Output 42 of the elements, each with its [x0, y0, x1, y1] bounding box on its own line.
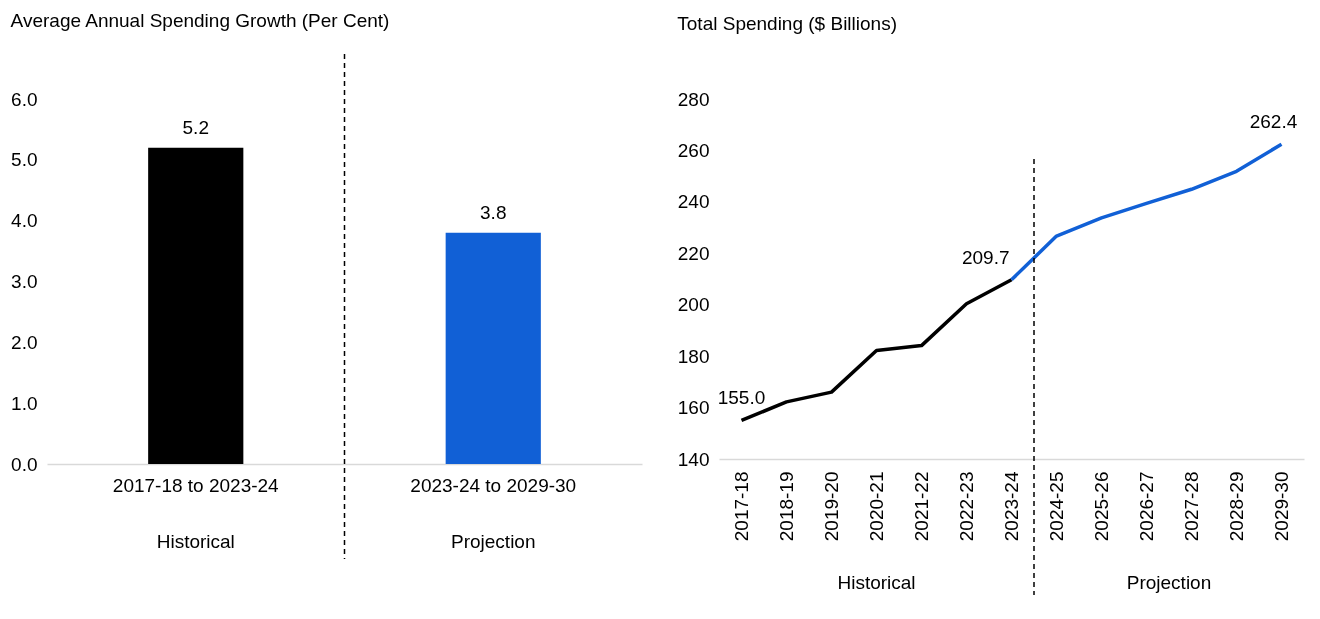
data-label: 3.8: [480, 201, 507, 223]
x-tick-label: 2026-27: [1136, 471, 1157, 542]
data-label: 5.2: [182, 116, 209, 138]
y-tick-label: 6.0: [11, 88, 38, 110]
y-tick-label: 3.0: [11, 271, 38, 292]
x-tick-label: 2025-26: [1091, 471, 1112, 542]
x-tick-label: 2017-18: [731, 471, 752, 542]
data-label: 262.4: [1249, 111, 1298, 133]
x-tick-label: 2027-28: [1181, 471, 1202, 542]
y-tick-label: 180: [677, 345, 710, 367]
x-tick-label: 2022-23: [956, 471, 977, 542]
x-tick-label: 2021-22: [911, 471, 932, 542]
text: Historical: [156, 531, 235, 552]
x-tick-label: 2018-19: [776, 471, 797, 542]
y-tick-label: 140: [677, 448, 710, 470]
x-tick-label: 2024-25: [1046, 471, 1067, 542]
x-tick-label: 2020-21: [866, 471, 887, 542]
y-tick-label: 0.0: [11, 453, 38, 475]
x-tick-label: 2017-18 to 2023-24: [112, 474, 280, 496]
data-label: 209.7: [961, 246, 1010, 268]
line-series: [1009, 142, 1284, 282]
x-tick-label: 2028-29: [1226, 471, 1247, 542]
y-tick-label: 200: [677, 294, 710, 316]
y-tick-label: 1.0: [11, 392, 38, 414]
y-tick-label: 220: [677, 242, 710, 264]
y-tick-label: 240: [677, 191, 710, 213]
x-tick-label: 2019-20: [821, 471, 842, 542]
chart-title: Total Spending ($ Billions): [677, 13, 897, 34]
y-tick-label: 260: [677, 139, 710, 161]
y-tick-label: 4.0: [11, 210, 38, 232]
chart-title: Average Annual Spending Growth (Per Cent): [10, 10, 390, 32]
text: Historical: [837, 572, 916, 593]
text: Projection: [451, 531, 536, 552]
x-tick-label: 2023-24: [1001, 471, 1022, 542]
y-tick-label: 2.0: [11, 331, 38, 353]
y-tick-label: 160: [677, 397, 710, 419]
x-tick-label: 2023-24 to 2029-30: [410, 474, 577, 496]
y-tick-label: 280: [677, 88, 710, 110]
y-tick-label: 5.0: [11, 149, 38, 171]
data-label: 155.0: [717, 387, 766, 409]
x-tick-label: 2029-30: [1271, 471, 1292, 542]
text: Projection: [1126, 572, 1212, 593]
